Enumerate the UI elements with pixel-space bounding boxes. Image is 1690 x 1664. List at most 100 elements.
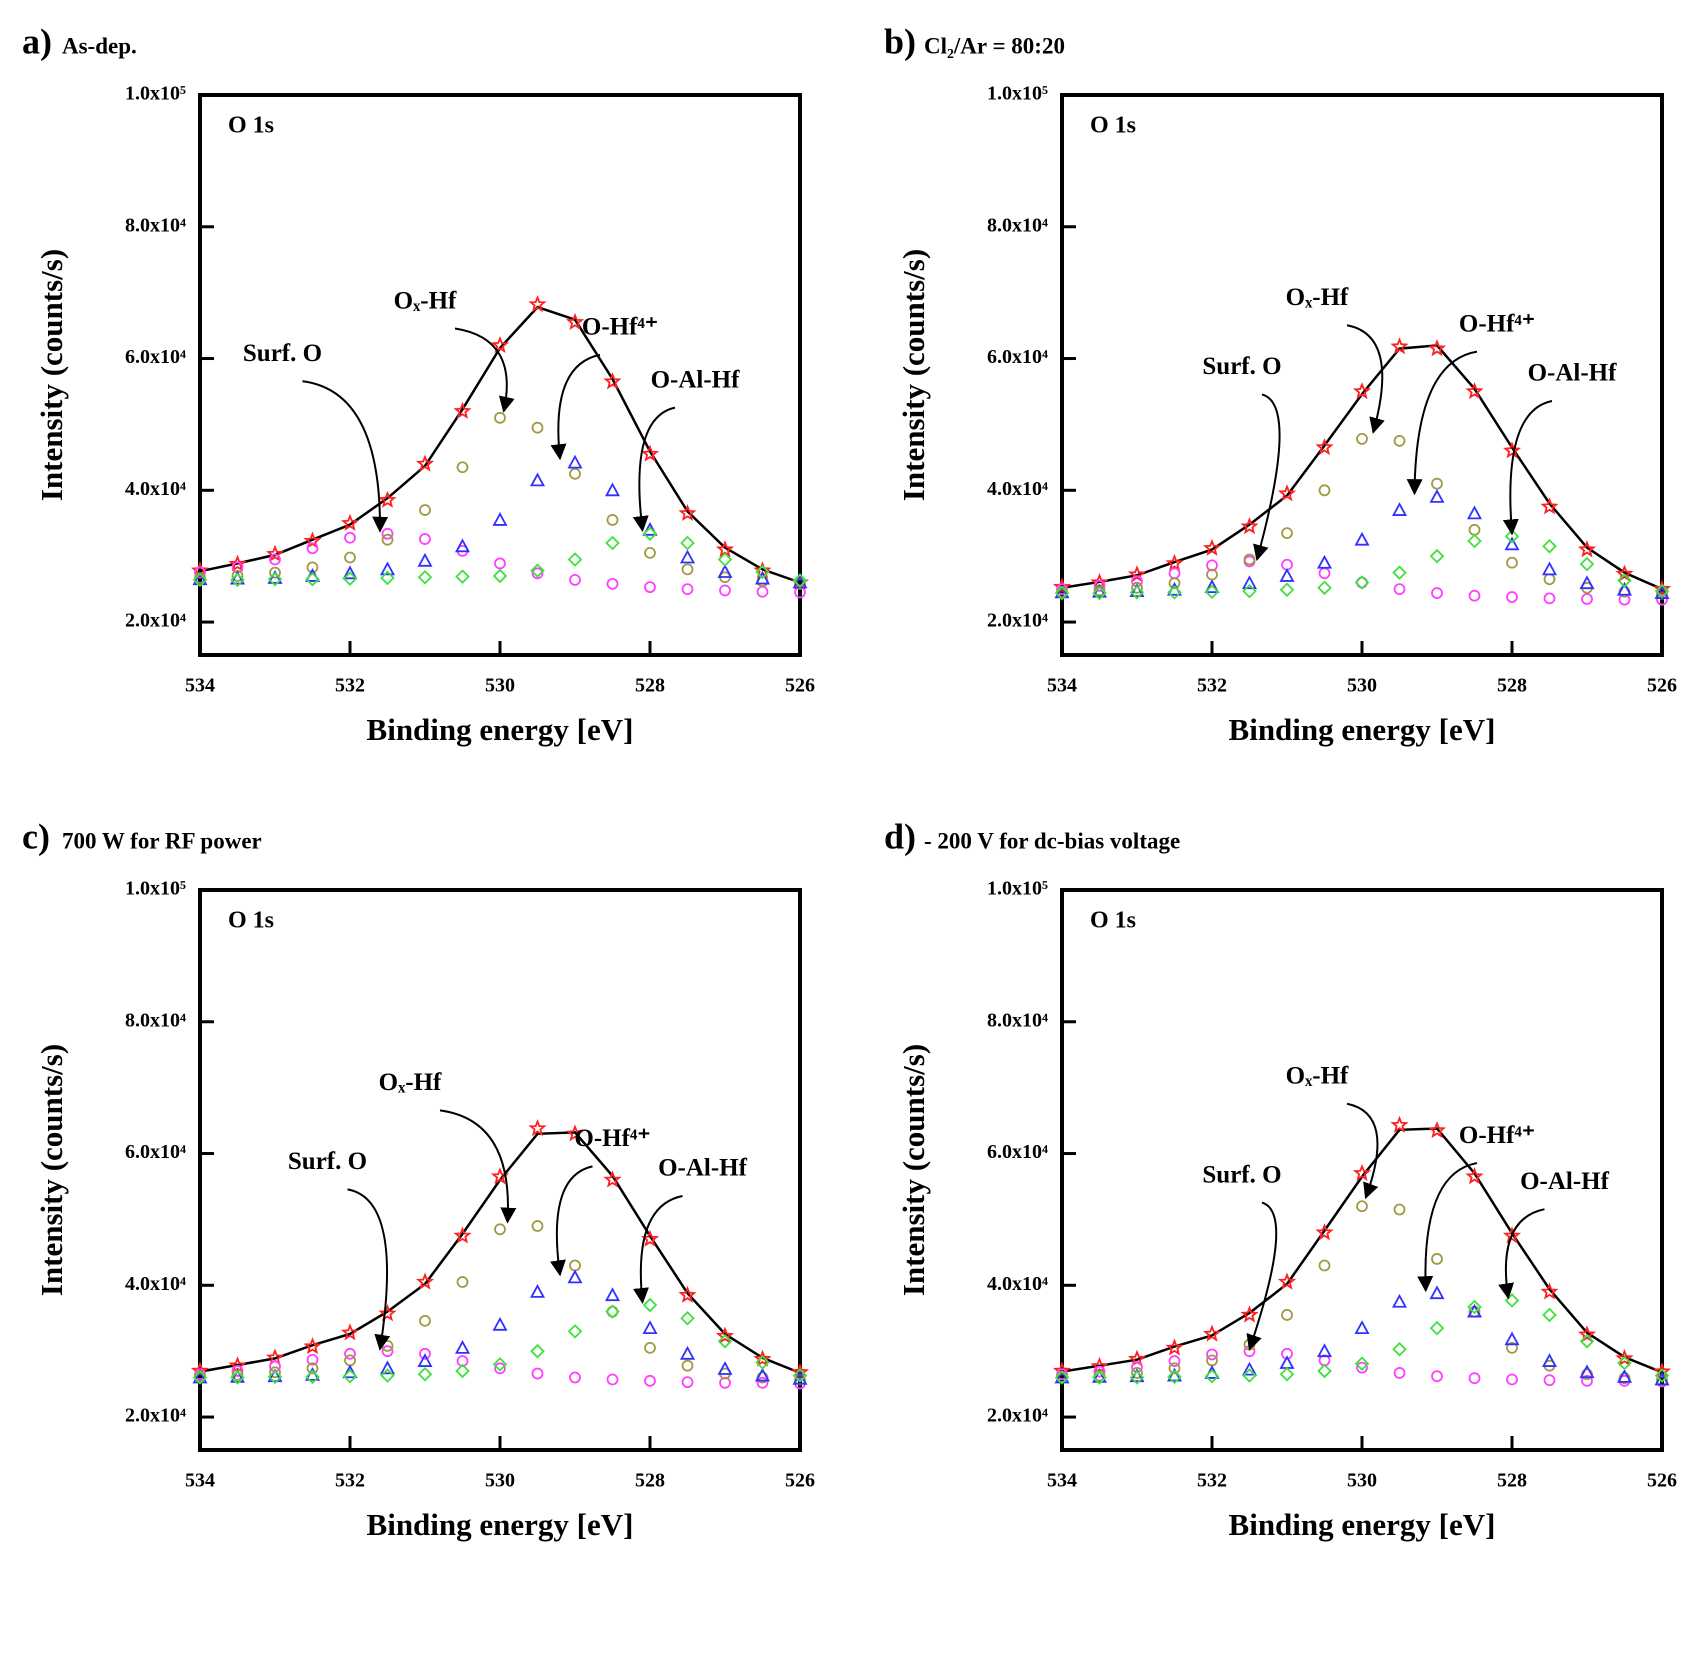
marker [755, 1355, 770, 1370]
marker [1431, 1253, 1443, 1265]
marker [1054, 1370, 1070, 1385]
marker [606, 514, 619, 526]
marker [605, 1304, 620, 1319]
marker [1504, 536, 1520, 551]
marker [605, 535, 620, 551]
marker [531, 567, 544, 580]
annotation-arrow [1346, 1102, 1379, 1200]
marker [1279, 568, 1295, 582]
x-tick-label: 534 [185, 1470, 215, 1492]
x-tick-label: 530 [1347, 1470, 1377, 1492]
marker [754, 1367, 771, 1382]
marker [1354, 1320, 1370, 1335]
marker [530, 1343, 545, 1359]
y-tick-label: 1.0x10⁵ [125, 878, 186, 900]
x-tick-label: 530 [485, 675, 515, 697]
marker [1167, 585, 1182, 600]
annotation: Surf. O [1202, 353, 1281, 380]
marker [494, 1362, 506, 1375]
marker [192, 1370, 208, 1385]
y-tick-label: 6.0x10⁴ [125, 1141, 186, 1163]
annotation: O-Hf⁴⁺ [582, 314, 658, 341]
annotation-arrow [633, 1195, 683, 1305]
x-tick-label: 528 [1497, 675, 1527, 697]
marker [1352, 1163, 1372, 1182]
x-axis-title: Binding energy [eV] [367, 1507, 634, 1542]
annotation-arrow [550, 353, 601, 461]
marker [1393, 1203, 1406, 1216]
marker [1241, 1361, 1258, 1376]
marker [230, 1370, 245, 1385]
x-tick-label: 532 [1197, 675, 1227, 697]
marker [1504, 1331, 1520, 1346]
marker [1502, 441, 1522, 459]
marker [1204, 1365, 1220, 1379]
marker [419, 1347, 431, 1360]
x-axis-title: Binding energy [eV] [1229, 712, 1496, 747]
marker [381, 533, 394, 546]
marker [1429, 1320, 1445, 1336]
marker [1393, 434, 1406, 447]
y-tick-label: 6.0x10⁴ [987, 346, 1048, 368]
panel-label: c) [22, 816, 50, 856]
marker [678, 503, 697, 521]
annotation-arrow [302, 380, 389, 533]
marker [530, 563, 545, 578]
y-tick-label: 1.0x10⁵ [987, 83, 1048, 105]
marker [1206, 1348, 1218, 1361]
marker [569, 467, 581, 480]
marker [456, 1276, 469, 1288]
marker [1352, 382, 1372, 400]
y-tick-label: 1.0x10⁵ [125, 83, 186, 105]
y-tick-label: 2.0x10⁴ [125, 1405, 186, 1427]
marker [681, 1376, 694, 1389]
annotation: O-Hf⁴⁺ [1459, 310, 1535, 337]
marker [229, 1368, 246, 1383]
y-axis-title: Intensity (counts/s) [896, 249, 931, 501]
marker [306, 1353, 319, 1366]
x-tick-label: 526 [1647, 675, 1677, 697]
y-tick-label: 4.0x10⁴ [987, 478, 1048, 500]
annotation: O 1s [228, 113, 274, 139]
marker [1242, 1368, 1257, 1383]
marker [1393, 583, 1406, 596]
y-axis-title: Intensity (counts/s) [34, 1044, 69, 1296]
marker [192, 571, 208, 586]
x-tick-label: 526 [785, 675, 815, 697]
marker [265, 544, 285, 562]
marker [606, 1373, 619, 1386]
series [1056, 433, 1668, 600]
marker [1429, 489, 1445, 503]
marker [1318, 1259, 1331, 1272]
y-tick-label: 1.0x10⁵ [987, 878, 1048, 900]
marker [1129, 1370, 1145, 1385]
marker [567, 1269, 583, 1284]
marker [1652, 579, 1672, 597]
marker [344, 551, 356, 564]
y-tick-label: 2.0x10⁴ [987, 1405, 1048, 1427]
marker [1468, 1372, 1481, 1385]
marker [1202, 538, 1222, 556]
marker [190, 1361, 210, 1379]
marker [567, 454, 583, 469]
marker [1279, 1355, 1295, 1369]
marker [1506, 591, 1518, 603]
marker [417, 552, 433, 567]
marker [1577, 1325, 1597, 1343]
marker [644, 546, 656, 559]
marker [1506, 556, 1518, 569]
y-tick-label: 8.0x10⁴ [125, 1009, 186, 1031]
marker [228, 554, 247, 572]
series [190, 1119, 810, 1380]
annotation-arrow [1346, 324, 1385, 434]
series [194, 1345, 806, 1390]
marker [303, 1337, 322, 1355]
marker [529, 1284, 546, 1298]
marker [1281, 1309, 1293, 1321]
x-tick-label: 530 [485, 1470, 515, 1492]
marker [378, 1304, 397, 1322]
marker [1354, 1356, 1370, 1371]
annotation: O-Hf⁴⁺ [1459, 1122, 1535, 1149]
marker [378, 490, 397, 508]
x-tick-label: 534 [1047, 675, 1077, 697]
